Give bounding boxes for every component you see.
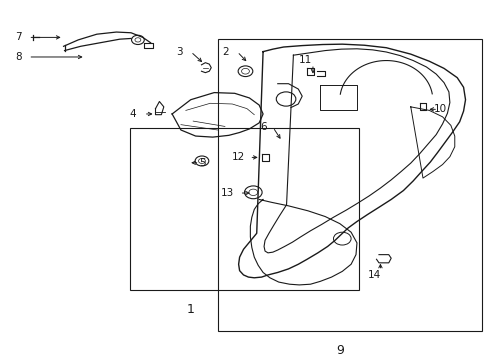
Bar — [129, 128, 359, 290]
Text: 6: 6 — [259, 122, 266, 132]
Text: 12: 12 — [231, 152, 245, 162]
Text: 10: 10 — [433, 104, 446, 114]
Text: 2: 2 — [222, 47, 229, 57]
Text: 1: 1 — [186, 303, 194, 316]
Text: 8: 8 — [15, 52, 22, 62]
Text: 4: 4 — [129, 109, 136, 119]
Text: 3: 3 — [176, 47, 183, 57]
Text: 11: 11 — [298, 55, 312, 65]
Bar — [217, 39, 481, 331]
Text: 14: 14 — [366, 270, 380, 280]
Text: 5: 5 — [199, 158, 206, 168]
Text: 9: 9 — [335, 345, 343, 357]
Text: 7: 7 — [15, 32, 22, 42]
Text: 13: 13 — [221, 188, 234, 198]
